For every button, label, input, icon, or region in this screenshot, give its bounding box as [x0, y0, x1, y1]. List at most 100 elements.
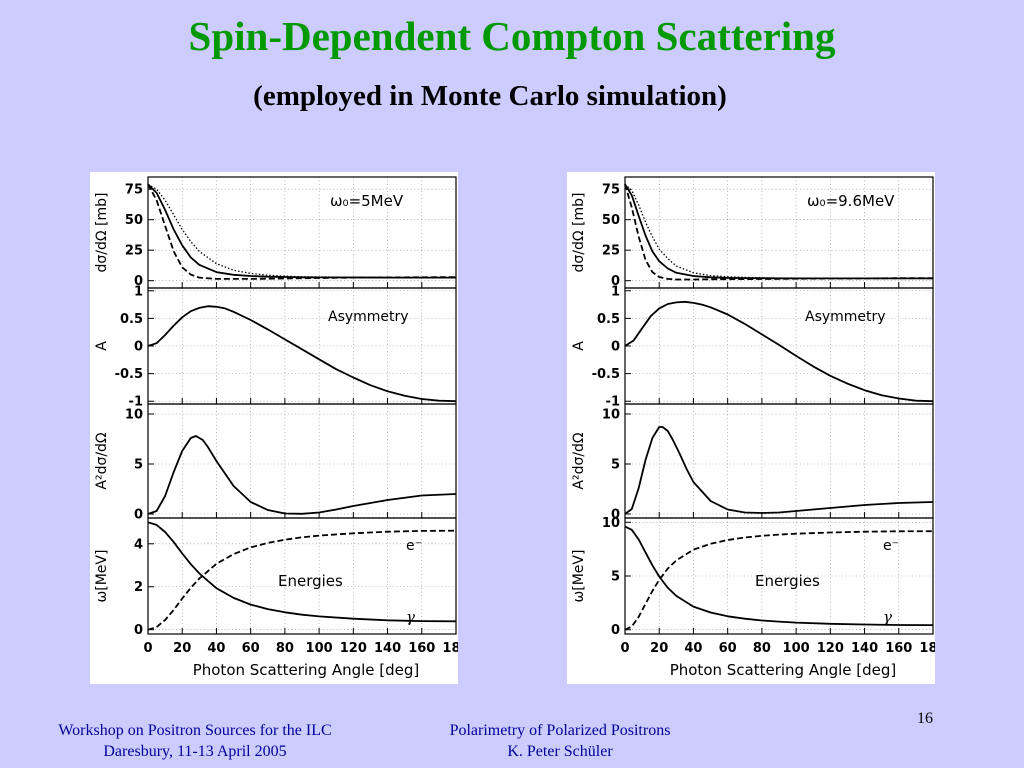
y-tick-label: 0	[134, 274, 143, 289]
y-tick-label: 5	[134, 458, 143, 473]
y-tick-label: 0.5	[120, 312, 143, 327]
subplot-2: 0 5 10 A²dσ/dΩ	[94, 403, 457, 523]
photon-label: γ	[406, 608, 415, 626]
asymmetry-annotation: Asymmetry	[805, 309, 886, 325]
y-tick-label: 0	[134, 623, 143, 638]
series-line-solid	[624, 426, 934, 515]
y-tick-label: 0	[134, 340, 143, 355]
footer-talk-title: Polarimetry of Polarized Positrons	[449, 722, 671, 739]
subplot-frame	[147, 517, 457, 635]
series-line-solid	[147, 521, 457, 623]
electron-label: e⁻	[883, 538, 899, 554]
energy-label: ω₀=5MeV	[330, 192, 404, 210]
footer-workshop-place: Daresbury, 11-13 April 2005	[103, 743, 287, 760]
series-line-dashed	[624, 184, 933, 281]
y-tick-label: 2	[134, 580, 143, 595]
chart-panel-right: 0 25 50 75 dσ/dΩ [mb] ω₀=9.6MeV -1 -0.5 0 0.5 1 A As…	[567, 172, 935, 684]
x-tick-label: 20	[650, 641, 668, 656]
y-tick-label: 25	[602, 244, 620, 259]
y-tick-label: 5	[611, 570, 620, 585]
y-axis-label: A	[94, 341, 110, 351]
footer-talk-author: K. Peter Schüler	[507, 743, 613, 760]
y-tick-label: 75	[602, 183, 620, 198]
subplot-3: 0 5 10 ω[MeV] Energies e⁻ γ	[571, 516, 934, 638]
x-tick-label: 140	[851, 641, 878, 656]
y-tick-label: 50	[602, 213, 620, 228]
subplot-frame	[147, 403, 457, 519]
subplot-1: -1 -0.5 0 0.5 1 A Asymmetry	[571, 284, 934, 410]
y-tick-label: 0	[611, 508, 620, 523]
page-number: 16	[917, 710, 933, 727]
y-tick-label: -0.5	[115, 367, 143, 382]
energies-annotation: Energies	[278, 572, 343, 590]
y-axis-label: ω[MeV]	[571, 550, 587, 603]
energies-annotation: Energies	[755, 572, 820, 590]
slide-subtitle: (employed in Monte Carlo simulation)	[253, 80, 727, 112]
subplot-0: 0 25 50 75 dσ/dΩ [mb] ω₀=5MeV	[94, 176, 457, 289]
y-tick-label: -1	[606, 395, 620, 410]
subplot-2: 0 5 10 A²dσ/dΩ	[571, 403, 934, 523]
y-tick-label: 4	[134, 537, 143, 552]
x-tick-label: 0	[620, 641, 629, 656]
electron-label: e⁻	[406, 538, 422, 554]
y-tick-label: -1	[129, 395, 143, 410]
y-tick-label: 1	[611, 284, 620, 299]
y-axis-label: A	[571, 341, 587, 351]
y-tick-label: 75	[125, 183, 143, 198]
photon-label: γ	[883, 608, 892, 626]
y-tick-label: 10	[602, 516, 620, 531]
x-tick-label: 160	[408, 641, 435, 656]
footer-workshop: Workshop on Positron Sources for the ILC…	[10, 720, 380, 762]
x-tick-label: 120	[817, 641, 844, 656]
chart-panel-left: 0 25 50 75 dσ/dΩ [mb] ω₀=5MeV -1 -0.5 0 0.5 1 A Asym…	[90, 172, 458, 684]
y-tick-label: -0.5	[592, 367, 620, 382]
y-tick-label: 0.5	[597, 312, 620, 327]
asymmetry-annotation: Asymmetry	[328, 309, 409, 325]
series-line-solid	[147, 435, 457, 515]
y-tick-label: 0	[611, 274, 620, 289]
y-axis-label: A²dσ/dΩ	[94, 432, 110, 490]
subplot-0: 0 25 50 75 dσ/dΩ [mb] ω₀=9.6MeV	[571, 176, 934, 289]
x-tick-label: 100	[306, 641, 333, 656]
subplot-frame	[147, 176, 457, 289]
subplot-3: 0 2 4 ω[MeV] Energies e⁻ γ	[94, 517, 457, 638]
x-tick-label: 80	[753, 641, 771, 656]
y-axis-label: dσ/dΩ [mb]	[571, 193, 587, 273]
x-axis-label: Photon Scattering Angle [deg]	[193, 661, 420, 679]
x-tick-label: 140	[374, 641, 401, 656]
y-axis-label: A²dσ/dΩ	[571, 432, 587, 490]
energy-label: ω₀=9.6MeV	[807, 192, 895, 210]
x-tick-label: 180	[919, 641, 935, 656]
x-tick-label: 80	[276, 641, 294, 656]
y-tick-label: 0	[134, 508, 143, 523]
footer-talk: Polarimetry of Polarized Positrons K. Pe…	[395, 720, 725, 762]
footer-workshop-name: Workshop on Positron Sources for the ILC	[58, 722, 332, 739]
y-axis-label: ω[MeV]	[94, 550, 110, 603]
x-tick-label: 100	[783, 641, 810, 656]
x-tick-label: 60	[242, 641, 260, 656]
y-tick-label: 1	[134, 284, 143, 299]
x-tick-label: 180	[442, 641, 458, 656]
series-line-solid	[624, 300, 934, 403]
y-tick-label: 25	[125, 244, 143, 259]
x-tick-label: 40	[207, 641, 225, 656]
y-tick-label: 10	[125, 408, 143, 423]
series-line-dotted	[147, 183, 456, 279]
subplot-1: -1 -0.5 0 0.5 1 A Asymmetry	[94, 284, 457, 410]
series-line-dashed	[147, 529, 457, 631]
x-tick-label: 160	[885, 641, 912, 656]
y-tick-label: 0	[611, 623, 620, 638]
series-line-solid	[147, 305, 457, 403]
x-tick-label: 60	[719, 641, 737, 656]
y-tick-label: 50	[125, 213, 143, 228]
series-line-solid	[147, 183, 456, 279]
series-line-solid	[624, 525, 934, 626]
y-tick-label: 10	[602, 408, 620, 423]
x-tick-label: 120	[340, 641, 367, 656]
series-line-dashed	[147, 183, 457, 280]
subplot-frame	[624, 403, 934, 519]
slide-title: Spin-Dependent Compton Scattering	[188, 13, 836, 59]
y-tick-label: 5	[611, 458, 620, 473]
